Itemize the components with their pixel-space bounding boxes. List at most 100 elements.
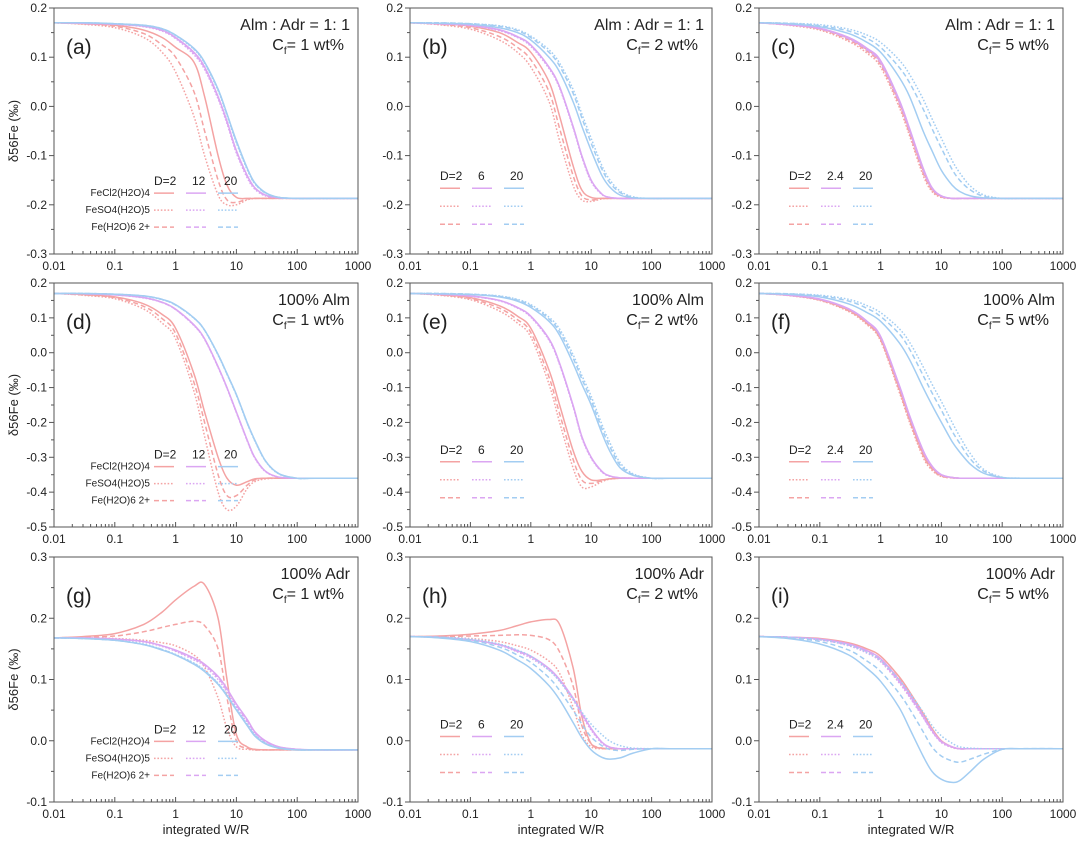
- series-line: [54, 637, 358, 751]
- series-line: [410, 21, 712, 200]
- x-tick-label: 0.01: [747, 807, 771, 821]
- cf-value: = 5 wt%: [992, 312, 1049, 329]
- cf-subscript: f: [638, 321, 641, 332]
- y-tick-label: -0.1: [26, 149, 47, 163]
- series-line: [54, 292, 358, 480]
- series-line: [759, 22, 1063, 200]
- series-group: [54, 292, 358, 512]
- concentration-label: Cf= 5 wt%: [977, 586, 1049, 606]
- y-tick-label: 0.3: [386, 550, 403, 564]
- y-tick-label: 0.2: [386, 1, 403, 15]
- series-line: [759, 292, 1063, 479]
- x-tick-label: 10: [585, 532, 599, 546]
- series-line: [759, 22, 1063, 200]
- x-tick-label: 10: [230, 259, 244, 273]
- legend-d-label: D=2: [440, 718, 463, 732]
- y-tick-label: 0.1: [735, 311, 752, 325]
- series-line: [54, 292, 358, 480]
- y-tick-label: -0.2: [26, 415, 47, 429]
- series-line: [54, 22, 358, 200]
- cf-symbol: C: [626, 586, 638, 603]
- x-tick-label: 1000: [345, 532, 372, 546]
- condition-label: Alm : Adr = 1: 1: [594, 17, 704, 34]
- cf-symbol: C: [977, 312, 989, 329]
- legend-d-label: D=2: [154, 174, 177, 188]
- cf-symbol: C: [626, 312, 638, 329]
- x-axis-title: integrated W/R: [868, 822, 955, 837]
- x-tick-label: 1000: [1050, 532, 1077, 546]
- y-tick-label: 0.2: [386, 611, 403, 625]
- concentration-label: Cf= 2 wt%: [626, 37, 698, 57]
- panel-i: 0.01 0.1 1 10 100 1000 0.3 0.2 0.1 0.0 -0.1 (i) 100%…: [731, 550, 1076, 837]
- x-tick-label: 0.1: [811, 807, 828, 821]
- y-tick-label: -0.2: [382, 198, 403, 212]
- panel-label: (h): [422, 585, 448, 608]
- x-tick-label: 0.01: [747, 259, 771, 273]
- condition-label: 100% Alm: [983, 292, 1055, 309]
- y-tick-label: 0.3: [30, 550, 47, 564]
- concentration-label: Cf= 2 wt%: [626, 586, 698, 606]
- x-tick-label: 100: [287, 259, 307, 273]
- y-tick-label: -0.1: [731, 149, 752, 163]
- y-tick-label: -0.5: [731, 520, 752, 534]
- x-tick-label: 1000: [699, 532, 726, 546]
- y-tick-label: 0.1: [735, 50, 752, 64]
- series-line: [759, 22, 1063, 200]
- x-tick-label: 10: [935, 532, 949, 546]
- x-tick-label: 1000: [699, 807, 726, 821]
- y-tick-label: 0.0: [386, 346, 403, 360]
- legend-d-label: 20: [224, 722, 238, 736]
- y-tick-label: -0.3: [382, 247, 403, 261]
- series-line: [54, 292, 358, 512]
- legend-d-label: 12: [192, 448, 206, 462]
- x-tick-label: 1: [877, 532, 884, 546]
- y-tick-label: -0.1: [731, 381, 752, 395]
- x-tick-label: 0.01: [747, 532, 771, 546]
- cf-subscript: f: [284, 321, 287, 332]
- x-tick-label: 0.1: [811, 532, 828, 546]
- legend-d-label: D=2: [440, 169, 463, 183]
- y-tick-label: -0.2: [26, 198, 47, 212]
- y-tick-label: -0.4: [26, 485, 47, 499]
- cf-subscript: f: [638, 46, 641, 57]
- y-tick-label: 0.2: [735, 611, 752, 625]
- series-line: [759, 635, 1063, 750]
- legend: D=2 12 20 FeCl2(H2O)4 FeSO4(H2O)5 Fe(H2O)6 2+: [86, 448, 238, 507]
- concentration-label: Cf= 1 wt%: [272, 312, 344, 332]
- legend-species-label: Fe(H2O)6 2+: [91, 222, 150, 233]
- y-tick-label: 0.0: [386, 99, 403, 113]
- x-tick-label: 10: [585, 807, 599, 821]
- legend-species-label: Fe(H2O)6 2+: [91, 496, 150, 507]
- y-tick-label: -0.3: [731, 450, 752, 464]
- y-tick-label: -0.3: [26, 450, 47, 464]
- x-tick-label: 10: [230, 532, 244, 546]
- legend: D=2 2.4 20: [789, 169, 873, 225]
- y-tick-label: -0.2: [382, 415, 403, 429]
- cf-symbol: C: [977, 586, 989, 603]
- series-line: [410, 635, 712, 760]
- legend-species-label: FeSO4(H2O)5: [86, 753, 151, 764]
- x-tick-label: 1: [172, 807, 179, 821]
- condition-label: Alm : Adr = 1: 1: [240, 17, 350, 34]
- legend-d-label: 20: [859, 443, 873, 457]
- cf-symbol: C: [272, 37, 284, 54]
- series-line: [410, 634, 712, 750]
- series-line: [759, 635, 1063, 784]
- cf-subscript: f: [989, 595, 992, 606]
- concentration-label: Cf= 2 wt%: [626, 312, 698, 332]
- panel-a: 0.01 0.1 1 10 100 1000 0.2 0.1 0.0 -0.1 -0.2 -0.3 (a…: [6, 1, 372, 273]
- panel-g: 0.01 0.1 1 10 100 1000 0.3 0.2 0.1 0.0 -0.1 (g) 100%…: [6, 550, 372, 837]
- cf-subscript: f: [989, 46, 992, 57]
- legend-d-label: 2.4: [827, 718, 844, 732]
- legend: D=2 6 20: [440, 169, 524, 225]
- series-line: [410, 635, 712, 750]
- legend-d-label: D=2: [440, 443, 463, 457]
- legend-d-label: D=2: [154, 448, 177, 462]
- condition-label: 100% Adr: [635, 566, 705, 583]
- x-tick-label: 100: [992, 807, 1012, 821]
- x-tick-label: 1000: [345, 259, 372, 273]
- legend-species-label: FeSO4(H2O)5: [86, 205, 151, 216]
- x-tick-label: 0.01: [42, 532, 66, 546]
- series-group: [759, 292, 1063, 480]
